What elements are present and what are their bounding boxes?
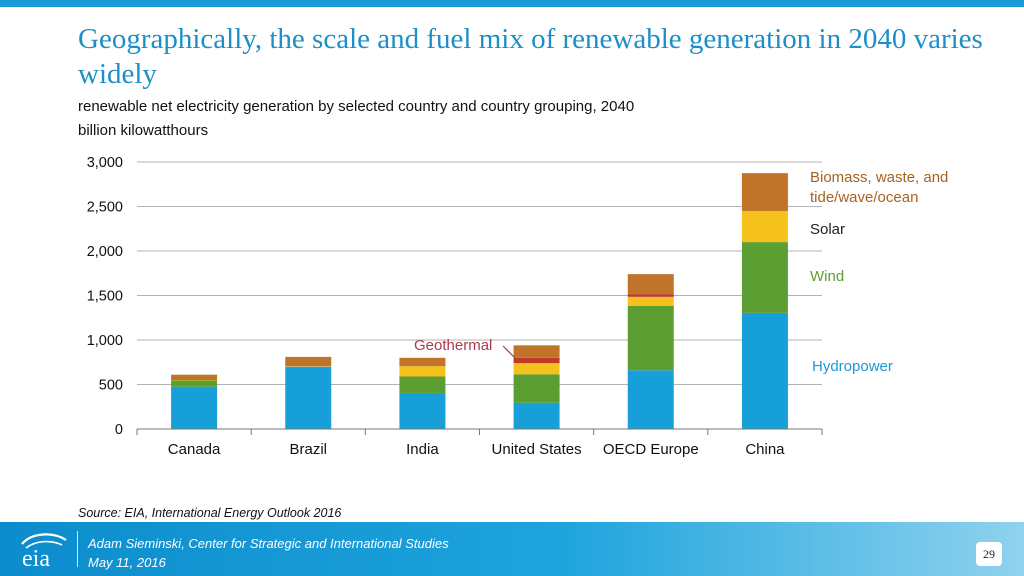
x-tick-label: United States <box>492 441 582 458</box>
y-tick-label: 3,000 <box>87 155 123 171</box>
bar-solar-india <box>399 366 446 377</box>
y-tick-label: 2,000 <box>87 244 123 260</box>
bar-solar-united-states <box>513 363 560 375</box>
bar-geothermal-oecd-europe <box>627 294 674 297</box>
eia-logo-icon: eia <box>21 533 67 570</box>
bar-geothermal-united-states <box>513 357 560 364</box>
bar-biomass-brazil <box>285 356 332 367</box>
legend-geothermal: Geothermal <box>414 337 492 354</box>
x-tick-label: India <box>406 441 439 458</box>
bar-biomass-canada <box>171 374 218 381</box>
chart-unit-label: billion kilowatthours <box>78 122 209 139</box>
gridlines <box>137 161 822 385</box>
bar-biomass-china <box>741 173 788 211</box>
bar-hydropower-china <box>741 312 788 429</box>
legend-biomass-line1: Biomass, waste, and <box>810 169 948 186</box>
y-tick-label: 0 <box>115 422 123 438</box>
x-axis: Canada Brazil India United States OECD Europ… <box>136 428 823 458</box>
stacked-bar-chart: 0 500 1,000 1,500 2,000 2,500 3,000 Canada Braz… <box>87 155 949 458</box>
y-tick-label: 2,500 <box>87 200 123 216</box>
bar-hydropower-india <box>399 392 446 429</box>
bar-hydropower-brazil <box>285 366 332 429</box>
bar-hydropower-canada <box>171 386 218 429</box>
bar-biomass-oecd-europe <box>627 274 674 295</box>
logo-text: eia <box>22 546 50 570</box>
x-tick-label: OECD Europe <box>603 441 699 458</box>
footer-bar: eia Adam Sieminski, Center for Strategic… <box>0 522 1024 576</box>
chart-subtitle: renewable net electricity generation by … <box>78 98 635 115</box>
bar-wind-india <box>399 376 446 393</box>
presentation-date: May 11, 2016 <box>88 555 166 570</box>
bar-wind-china <box>741 242 788 313</box>
top-accent-bar <box>0 0 1024 7</box>
legend-biomass-line2: tide/wave/ocean <box>810 189 918 206</box>
y-tick-label: 1,000 <box>87 333 123 349</box>
source-note: Source: EIA, International Energy Outloo… <box>78 506 342 520</box>
legend-wind: Wind <box>810 268 844 285</box>
bar-wind-oecd-europe <box>627 305 674 371</box>
x-tick-label: Brazil <box>289 441 327 458</box>
bars <box>171 173 788 429</box>
presenter-name: Adam Sieminski, Center for Strategic and… <box>88 536 449 551</box>
footer-divider <box>77 531 78 567</box>
bar-hydropower-united-states <box>513 402 560 429</box>
legend-solar: Solar <box>810 221 845 238</box>
bar-wind-united-states <box>513 374 560 403</box>
legend: Biomass, waste, and tide/wave/ocean Sola… <box>414 169 948 375</box>
x-tick-label: Canada <box>168 441 221 458</box>
legend-hydropower: Hydropower <box>812 358 893 375</box>
y-tick-label: 1,500 <box>87 289 123 305</box>
bar-wind-canada <box>171 380 218 387</box>
bar-biomass-india <box>399 357 446 367</box>
y-axis-ticks: 0 500 1,000 1,500 2,000 2,500 3,000 <box>87 155 123 438</box>
bar-hydropower-oecd-europe <box>627 370 674 429</box>
page-number: 29 <box>976 542 1002 566</box>
slide-title: Geographically, the scale and fuel mix o… <box>78 23 983 90</box>
x-tick-label: China <box>745 441 785 458</box>
bar-biomass-united-states <box>513 345 560 358</box>
geothermal-leader-line <box>502 345 517 360</box>
bar-solar-oecd-europe <box>627 296 674 306</box>
bar-solar-china <box>741 210 788 243</box>
y-tick-label: 500 <box>99 378 123 394</box>
